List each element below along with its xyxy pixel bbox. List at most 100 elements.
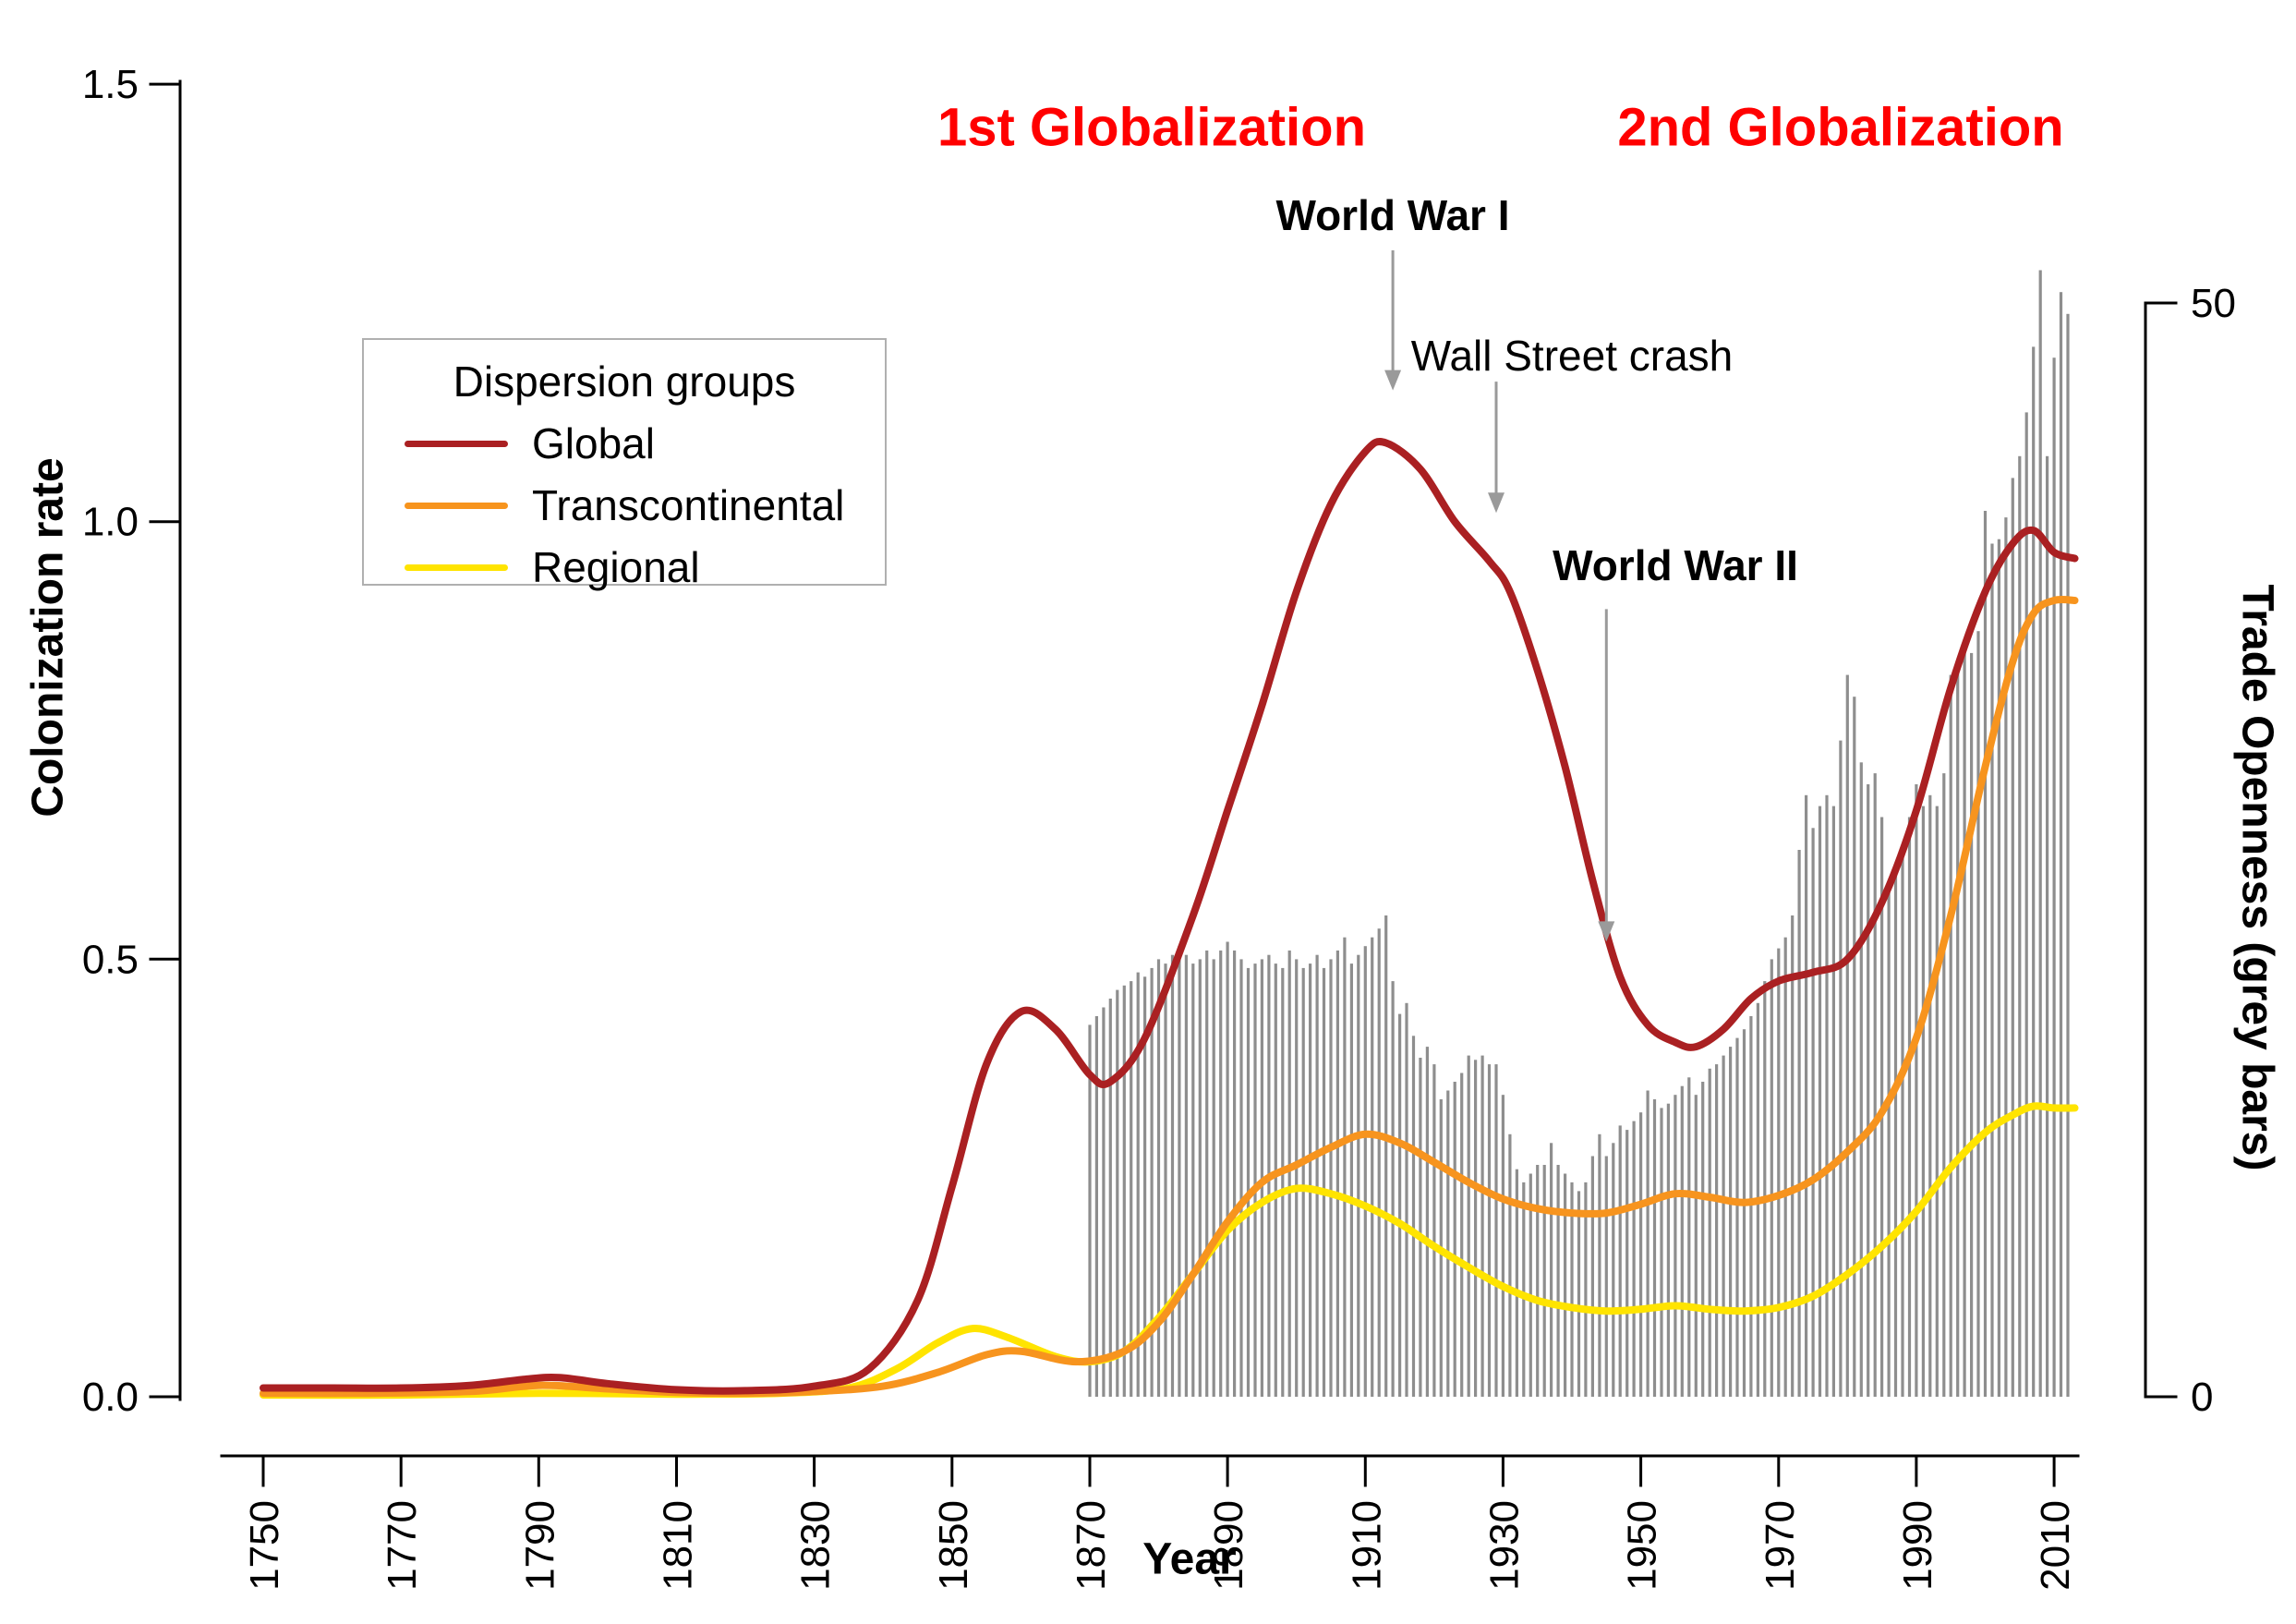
- trade-openness-bar: [1715, 1064, 1719, 1397]
- trade-openness-bar: [1542, 1165, 1546, 1397]
- trade-openness-bar: [1845, 674, 1849, 1397]
- trade-openness-bar: [1191, 963, 1195, 1397]
- trade-openness-bar: [1893, 871, 1898, 1397]
- trade-openness-bar: [1322, 967, 1326, 1397]
- trade-openness-bar: [1901, 850, 1904, 1397]
- trade-openness-bar: [2046, 455, 2049, 1397]
- trade-openness-bar: [1805, 794, 1808, 1397]
- trade-openness-bar: [1687, 1077, 1691, 1397]
- trade-openness-bar: [1371, 937, 1374, 1397]
- trade-openness-bar: [1825, 794, 1829, 1397]
- x-axis-tick-label: 1850: [931, 1500, 976, 1591]
- trade-openness-bar: [1652, 1099, 1657, 1397]
- trade-openness-bar: [1970, 652, 1974, 1397]
- trade-openness-bar: [1694, 1095, 1698, 1397]
- trade-openness-bar: [2066, 313, 2070, 1397]
- trade-openness-bar: [1921, 806, 1925, 1397]
- trade-openness-bars: [1088, 270, 2070, 1398]
- trade-openness-bar: [1550, 1143, 1553, 1397]
- trade-openness-bar: [1797, 850, 1801, 1397]
- x-axis-tick-label: 1930: [1481, 1500, 1527, 1591]
- trade-openness-bar: [1997, 539, 2000, 1397]
- trade-openness-bar: [1094, 1016, 1098, 1397]
- trade-openness-bar: [1281, 967, 1285, 1397]
- trade-openness-bar: [1494, 1064, 1498, 1397]
- trade-openness-bar: [1729, 1047, 1733, 1397]
- trade-openness-bar: [1315, 954, 1319, 1397]
- trade-openness-bar: [1983, 511, 1988, 1397]
- trade-openness-bar: [1102, 1007, 1106, 1397]
- trade-openness-bar: [1419, 1058, 1422, 1397]
- trade-openness-bar: [1122, 985, 1126, 1397]
- legend-label-regional: Regional: [532, 543, 700, 591]
- trade-openness-bar: [1570, 1182, 1574, 1397]
- trade-openness-bar: [1722, 1055, 1725, 1397]
- trade-openness-bar: [1749, 1016, 1753, 1397]
- trade-openness-bar: [1329, 959, 1333, 1397]
- trade-openness-bar: [1604, 1156, 1608, 1397]
- trade-openness-bar: [1646, 1090, 1649, 1397]
- trade-openness-bar: [1411, 1036, 1416, 1397]
- trade-openness-bar: [1680, 1085, 1684, 1397]
- trade-openness-bar: [1660, 1108, 1663, 1397]
- legend-title: Dispersion groups: [453, 358, 796, 406]
- trade-openness-bar: [1116, 989, 1119, 1397]
- trade-openness-bar: [1612, 1143, 1615, 1397]
- trade-openness-bar: [1474, 1060, 1478, 1397]
- trade-openness-bar: [1701, 1082, 1705, 1397]
- left-axis-tick-label: 1.5: [82, 62, 139, 107]
- trade-openness-bar: [1391, 981, 1395, 1397]
- trade-openness-bar: [1377, 928, 1381, 1397]
- trade-openness-bar: [1425, 1047, 1429, 1397]
- legend-label-transcontinental: Transcontinental: [532, 481, 845, 529]
- trade-openness-bar: [1467, 1055, 1470, 1397]
- right-axis-title: Trade Openness (grey bars): [2232, 584, 2282, 1171]
- trade-openness-bar: [1335, 950, 1339, 1397]
- trade-openness-bar: [1233, 950, 1237, 1397]
- trade-openness-bar: [1363, 946, 1367, 1397]
- trade-openness-bar: [1577, 1191, 1581, 1397]
- trade-openness-bar: [1446, 1090, 1450, 1397]
- left-axis-tick-label: 1.0: [82, 500, 139, 545]
- trade-openness-bar: [1742, 1029, 1746, 1397]
- trade-openness-bar: [2032, 346, 2036, 1397]
- left-axis-tick-label: 0.5: [82, 937, 139, 982]
- trade-openness-bar: [2059, 292, 2063, 1398]
- trade-openness-bar: [1212, 959, 1215, 1397]
- trade-openness-bar: [1357, 954, 1360, 1397]
- trade-openness-bar: [1928, 794, 1932, 1397]
- trade-openness-bar: [1935, 806, 1939, 1397]
- x-axis-tick-label: 1990: [1895, 1500, 1940, 1591]
- trade-openness-bar: [1515, 1169, 1518, 1397]
- trade-openness-bar: [1867, 784, 1870, 1397]
- trade-openness-bar: [1384, 915, 1388, 1397]
- legend-swatch-transcontinental: [405, 502, 508, 509]
- trade-openness-bar: [1564, 1173, 1567, 1397]
- trade-openness-bar: [1239, 959, 1243, 1397]
- trade-openness-bar: [1301, 967, 1305, 1397]
- trade-openness-bar: [1246, 967, 1251, 1397]
- trade-openness-bar: [1349, 963, 1353, 1397]
- trade-openness-bar: [1976, 631, 1980, 1397]
- trade-openness-bar: [2024, 412, 2028, 1397]
- trade-openness-bar: [1343, 937, 1347, 1397]
- trade-openness-bar: [1088, 1024, 1092, 1397]
- legend: Dispersion groups Global Transcontinenta…: [362, 338, 887, 591]
- trade-openness-bar: [1295, 959, 1299, 1397]
- trade-openness-bar: [1907, 817, 1912, 1397]
- trade-openness-bar: [1405, 1002, 1408, 1397]
- annotation-arrowhead-wwi: [1384, 370, 1402, 391]
- trade-openness-bar: [1859, 762, 1863, 1397]
- trade-openness-bar: [1198, 959, 1202, 1397]
- x-axis-tick-label: 1830: [793, 1500, 839, 1591]
- trade-openness-bar: [1783, 937, 1787, 1397]
- annotation-globalization-1: 1st Globalization: [937, 97, 1367, 158]
- trade-openness-bar: [1818, 806, 1822, 1397]
- legend-swatch-regional: [405, 564, 508, 571]
- trade-openness-bar: [1618, 1125, 1622, 1397]
- trade-openness-bar: [1309, 963, 1312, 1397]
- trade-openness-bar: [2011, 478, 2014, 1397]
- trade-openness-bar: [1136, 972, 1140, 1397]
